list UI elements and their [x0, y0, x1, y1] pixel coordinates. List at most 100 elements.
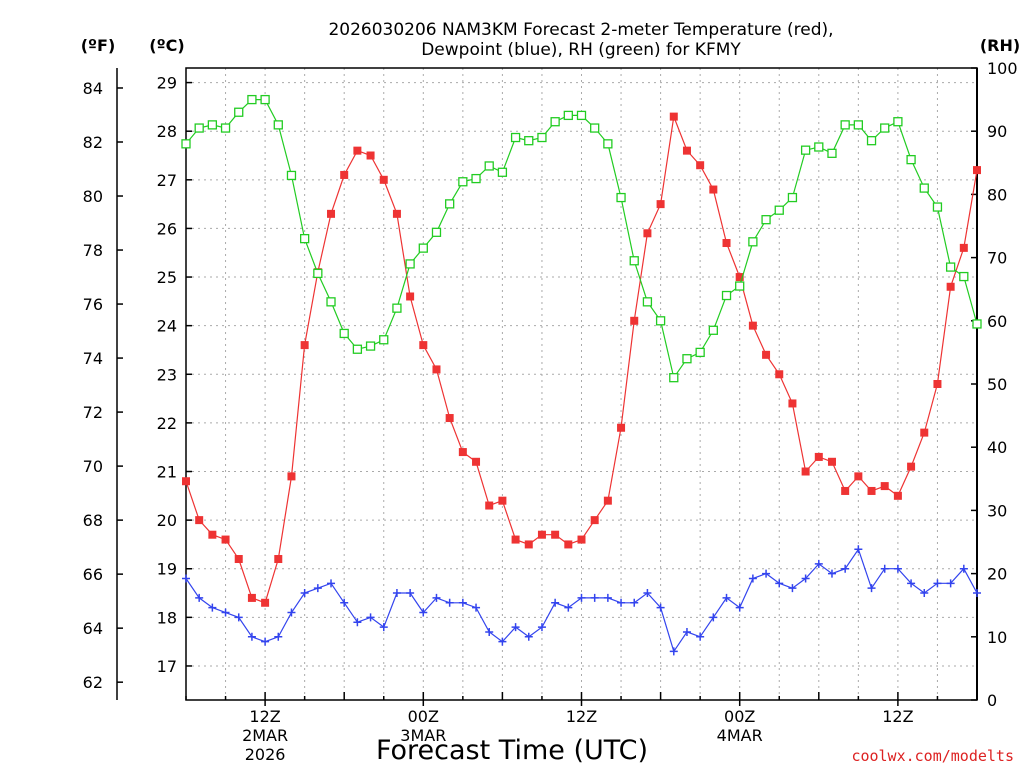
temperature-point [195, 516, 204, 525]
rh-point [365, 341, 376, 351]
dewpoint-point [775, 579, 784, 588]
watermark: coolwx.com/modelts [851, 747, 1014, 765]
temperature-point [392, 209, 401, 218]
rh-point [748, 237, 758, 247]
rh-axis: 0 10 20 30 40 50 60 70 80 90 100 [971, 59, 1018, 710]
dewpoint-point [933, 579, 942, 588]
f-tick-label: 70 [83, 457, 103, 476]
temperature-point [485, 501, 494, 510]
dewpoint-point [841, 564, 850, 573]
dewpoint-point [274, 632, 283, 641]
dewpoint-point [313, 584, 322, 593]
temperature-point [920, 428, 929, 437]
dewpoint-point [261, 637, 270, 646]
dewpoint-point [682, 627, 691, 636]
rh-point [510, 132, 521, 143]
rh-tick-label: 70 [987, 249, 1007, 268]
dewpoint-point [643, 589, 652, 598]
temperature-point [419, 341, 428, 350]
f-tick-label: 84 [83, 79, 103, 98]
rh-point [616, 192, 626, 203]
rh-point [524, 136, 534, 146]
rh-point [537, 132, 547, 143]
fahrenheit-unit-label: (ºF) [81, 36, 116, 55]
temperature-point [432, 365, 441, 374]
temperature-point [748, 321, 757, 330]
rh-tick-label: 60 [987, 312, 1007, 331]
rh-point [695, 347, 705, 358]
temperature-point [946, 282, 955, 291]
rh-point [194, 123, 204, 133]
rh-tick-label: 0 [987, 691, 997, 710]
f-tick-label: 76 [83, 295, 103, 314]
rh-point [339, 328, 349, 339]
rh-point [880, 123, 890, 133]
rh-tick-label: 50 [987, 375, 1007, 394]
rh-point [866, 136, 877, 146]
rh-point [207, 120, 218, 130]
dewpoint-point [498, 637, 507, 646]
dewpoint-point [327, 579, 336, 588]
rh-unit-label: (RH) [980, 36, 1020, 55]
dewpoint-point [696, 632, 705, 641]
temperature-point [208, 530, 217, 539]
dewpoint-point [379, 623, 388, 632]
rh-point [352, 344, 363, 354]
temperature-point [590, 516, 599, 525]
dewpoint-point [814, 559, 823, 568]
dewpoint-point [472, 603, 481, 612]
rh-point [273, 120, 283, 130]
f-tick-label: 62 [83, 673, 103, 692]
dewpoint-point [617, 598, 626, 607]
rh-tick-label: 40 [987, 438, 1007, 457]
temperature-point [551, 530, 560, 539]
temperature-point [827, 457, 836, 466]
temperature-point [537, 530, 546, 539]
rh-point [682, 354, 692, 364]
dewpoint-point [590, 593, 599, 602]
temperature-point [511, 535, 520, 544]
dewpoint-point [762, 569, 771, 578]
rh-tick-label: 80 [987, 185, 1007, 204]
temperature-point [669, 112, 678, 121]
temperature-point [300, 341, 309, 350]
rh-point [959, 271, 969, 282]
rh-point [800, 145, 811, 155]
rh-point [405, 259, 415, 269]
dewpoint-point [353, 618, 362, 627]
temperature-point [353, 146, 362, 155]
f-tick-label: 80 [83, 187, 103, 206]
plot-frame [185, 67, 978, 701]
f-tick-label: 72 [83, 403, 103, 422]
dewpoint-point [419, 608, 428, 617]
temperature-point [788, 399, 797, 408]
c-tick-label: 22 [157, 414, 177, 433]
dewpoint-point [406, 589, 415, 598]
temperature-point [735, 273, 744, 282]
dewpoint-point [537, 623, 546, 632]
c-tick-label: 17 [157, 657, 177, 676]
f-tick-label: 66 [83, 565, 103, 584]
rh-point [787, 192, 798, 203]
x-tick-time-label: 00Z [408, 707, 439, 726]
temperature-point [854, 472, 863, 481]
dewpoint-point [946, 579, 955, 588]
temperature-point [458, 448, 467, 457]
c-tick-label: 29 [157, 74, 177, 93]
dewpoint-point [247, 632, 256, 641]
rh-point [431, 227, 442, 237]
dewpoint-point [432, 593, 441, 602]
temperature-point [234, 555, 243, 564]
x-tick-time-label: 12Z [249, 707, 280, 726]
dewpoint-point [722, 593, 731, 602]
rh-point [260, 94, 270, 105]
rh-point [299, 233, 310, 244]
rh-point [445, 199, 455, 209]
dewpoint-point [287, 608, 296, 617]
rh-point [814, 142, 824, 152]
temperature-point [630, 316, 639, 325]
c-tick-label: 20 [157, 511, 177, 530]
dewpoint-point [577, 593, 586, 602]
rh-tick-label: 30 [987, 501, 1007, 520]
